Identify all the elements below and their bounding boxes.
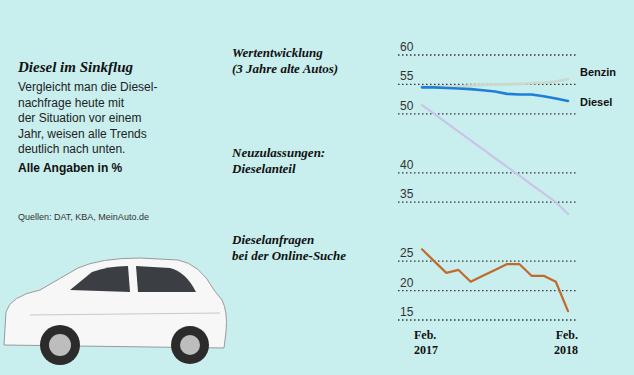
grid-line [398,172,578,173]
grid-line [398,202,578,203]
y-tick-label: 55 [400,69,414,83]
annotation: Quellen: DAT, KBA, MeinAuto.de [18,212,149,222]
chart: Diesel im Sinkflug Vergleicht man die Die… [0,0,634,375]
annotation: Alle Angaben in % [18,161,123,175]
grid-line [398,260,578,261]
series-label: Diesel [580,96,612,108]
grid-line [398,54,578,55]
subtitle: Vergleicht man die Diesel-nachfrage heut… [18,80,157,156]
y-tick-label: 20 [400,276,414,290]
car-illustration [4,258,227,365]
y-tick-label: 25 [400,246,414,260]
y-tick-label: 15 [400,305,414,319]
grid: 60 55 50 40 35 25 20 15 [398,40,578,320]
title: Diesel im Sinkflug [17,59,134,75]
x-tick-label: Feb.2018 [554,328,578,357]
y-tick-label: 40 [400,158,414,172]
series-label: Neuzulassungen:Dieselanteil [231,145,325,176]
series-line [422,249,568,311]
y-tick-label: 35 [400,187,414,201]
series-label: Dieselanfragenbei der Online-Suche [231,232,346,263]
plot-area [422,79,568,311]
grid-line [398,113,578,114]
grid-line [398,290,578,291]
series-line [422,79,568,87]
series-label: Benzin [580,66,616,78]
y-tick-label: 50 [400,99,414,113]
background [0,0,634,375]
y-tick-label: 60 [400,40,414,54]
series-line [422,105,568,214]
grid-line [398,319,578,320]
annotation: Wertentwicklung(3 Jahre alte Autos) [232,45,338,76]
series-line [422,87,568,101]
x-tick-label: Feb.2017 [414,328,438,357]
